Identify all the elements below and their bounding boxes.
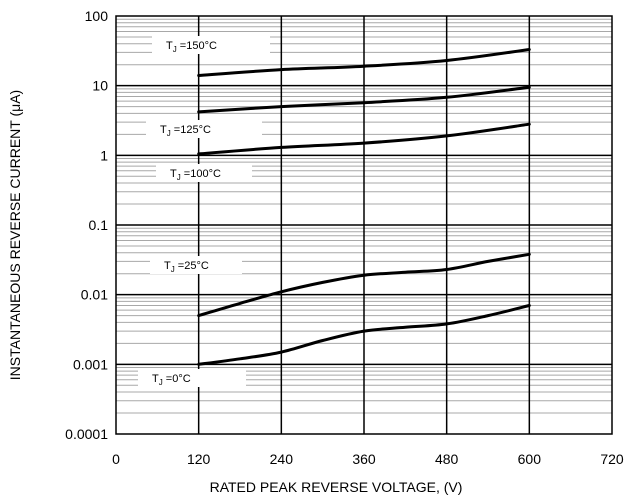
x-axis-title: RATED PEAK REVERSE VOLTAGE, (V) [210, 479, 463, 495]
x-tick-label: 0 [112, 451, 120, 467]
series-label: TJ =150°C [166, 40, 217, 54]
series-label: TJ =100°C [170, 168, 221, 182]
x-tick-label: 720 [600, 451, 624, 467]
series-line [197, 252, 531, 318]
x-tick-label: 360 [352, 451, 376, 467]
y-tick-label: 0.001 [73, 356, 108, 372]
series-label: TJ =125°C [160, 124, 211, 138]
y-tick-label: 0.1 [89, 217, 109, 233]
x-tick-labels: 0 120 240 360 480 600 720 [112, 451, 624, 467]
plot-frame [115, 15, 613, 435]
x-tick-label: 480 [435, 451, 459, 467]
series-label-box [150, 256, 242, 274]
series-line [197, 122, 531, 156]
y-tick-label: 0.01 [81, 287, 108, 303]
series-label: TJ =0°C [152, 373, 191, 387]
y-tick-labels: 100 10 1 0.1 0.01 0.001 0.0001 [65, 8, 108, 442]
series-line [197, 48, 531, 77]
series-lines [197, 48, 531, 366]
series-label: TJ =25°C [164, 260, 209, 274]
series-label-boxes [138, 36, 270, 387]
series-line [197, 85, 531, 114]
series-label-box [152, 36, 270, 54]
y-tick-label: 1 [100, 147, 108, 163]
series-label-box [138, 369, 246, 387]
x-tick-label: 120 [187, 451, 211, 467]
y-tick-label: 100 [85, 8, 109, 24]
x-tick-label: 600 [518, 451, 542, 467]
series-label-box [146, 120, 262, 138]
y-axis-title: INSTANTANEOUS REVERSE CURRENT (μA) [7, 90, 23, 380]
y-tick-label: 0.0001 [65, 426, 108, 442]
x-tick-label: 240 [270, 451, 294, 467]
series-line [197, 304, 531, 366]
y-tick-label: 10 [92, 78, 108, 94]
series-label-box [156, 164, 252, 182]
series-labels: TJ =150°C TJ =125°C TJ =100°C TJ =25°C TJ =0… [152, 40, 221, 387]
